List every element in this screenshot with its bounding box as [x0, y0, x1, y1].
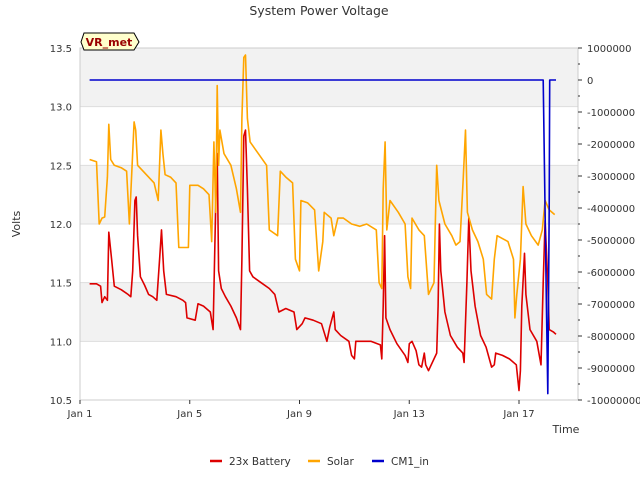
y-right-tick-label: 1000000 [587, 44, 632, 55]
legend-label: CM1_in [391, 456, 429, 468]
plot-bands [80, 48, 578, 342]
y-left-tick-label: 13.5 [50, 44, 72, 55]
y-right-tick-label: -10000000 [587, 396, 640, 407]
y-left-tick-label: 11.5 [50, 279, 72, 290]
y-left-tick-label: 13.0 [50, 103, 72, 114]
y-right-tick-label: -1000000 [587, 108, 635, 119]
x-tick-label: Jan 17 [502, 409, 534, 420]
series-line-solar [89, 54, 556, 319]
band-1 [80, 165, 578, 224]
series-layer [89, 54, 557, 395]
y-right-tick-label: -9000000 [587, 364, 635, 375]
y-right-tick-label: -7000000 [587, 300, 635, 311]
y-left-tick-label: 12.0 [50, 220, 72, 231]
y-left-tick-label: 10.5 [50, 396, 72, 407]
x-tick-label: Jan 13 [393, 409, 425, 420]
y-right-tick-label: 0 [587, 76, 593, 87]
chart-title: System Power Voltage [249, 3, 389, 18]
x-axis: Jan 1 Jan 5 Jan 9 Jan 13 Jan 17 [67, 400, 535, 420]
x-tick-label: Jan 5 [176, 409, 202, 420]
band-2 [80, 48, 578, 107]
y-axis-label: Volts [10, 210, 23, 237]
x-tick-label: Jan 1 [67, 409, 93, 420]
y-left-axis: 10.5 11.0 11.5 12.0 12.5 13.0 13.5 [50, 44, 72, 407]
series-line-23x-battery [89, 129, 557, 392]
x-tick-label: Jan 9 [286, 409, 312, 420]
y-right-tick-label: -5000000 [587, 236, 635, 247]
legend-label: Solar [327, 456, 354, 468]
y-left-tick-label: 12.5 [50, 161, 72, 172]
y-left-tick-label: 11.0 [50, 337, 72, 348]
series-line-cm1-in [89, 79, 556, 395]
x-axis-label: Time [552, 423, 580, 436]
y-right-tick-label: -2000000 [587, 140, 635, 151]
y-right-tick-label: -4000000 [587, 204, 635, 215]
annotation-box: VR_met [80, 32, 140, 51]
y-right-tick-label: -8000000 [587, 332, 635, 343]
y-right-tick-label: -6000000 [587, 268, 635, 279]
legend: 23x Battery Solar CM1_in [210, 456, 429, 468]
legend-label: 23x Battery [229, 456, 291, 468]
annotation-box-shape [80, 32, 140, 51]
annotation-label: VR_met [86, 36, 133, 49]
y-right-tick-label: -3000000 [587, 172, 635, 183]
y-right-axis: -10000000-9000000-8000000-7000000-600000… [578, 44, 640, 407]
